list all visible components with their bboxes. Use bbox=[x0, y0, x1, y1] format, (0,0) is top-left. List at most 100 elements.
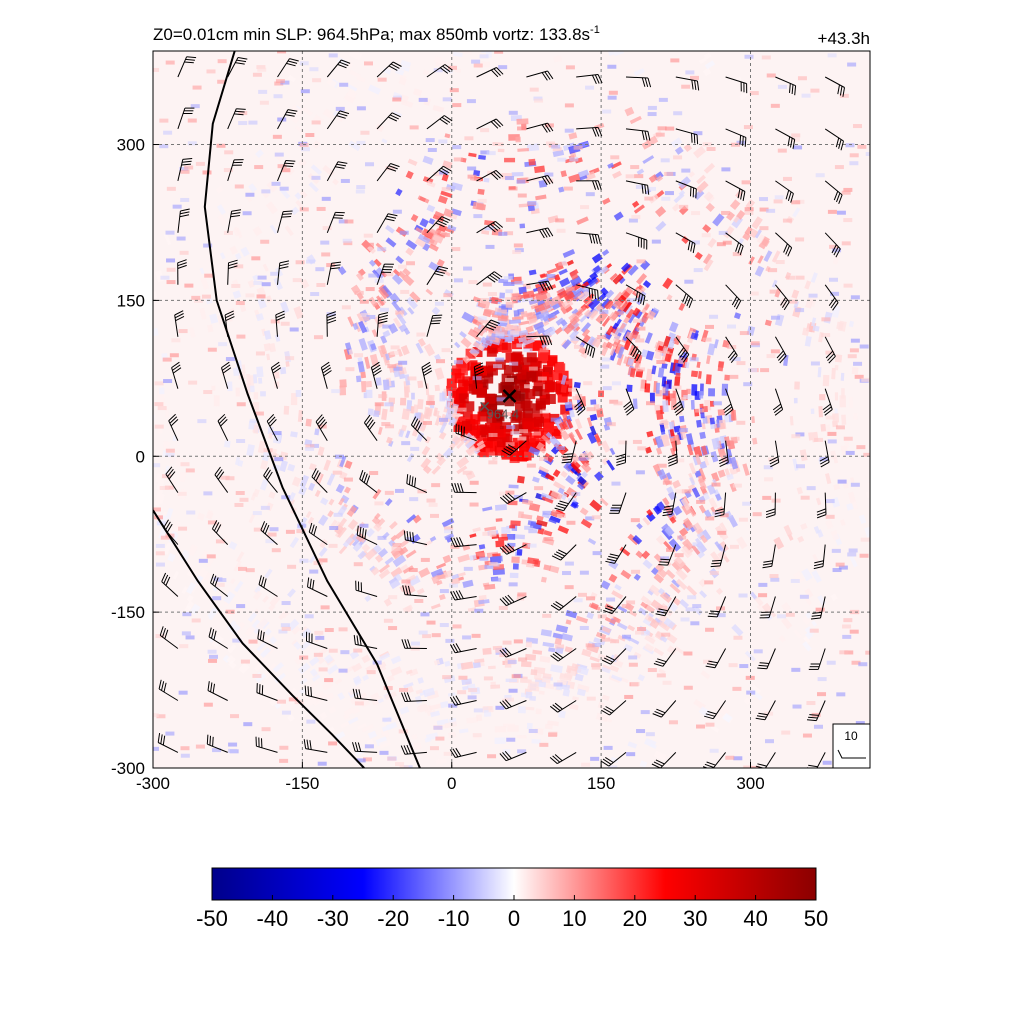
vorticity-cell bbox=[576, 482, 585, 491]
vorticity-cell bbox=[707, 237, 717, 248]
vorticity-cell bbox=[502, 640, 512, 645]
wind-barb-feather bbox=[553, 553, 563, 559]
vorticity-cell bbox=[739, 89, 751, 100]
vorticity-cell bbox=[443, 569, 454, 579]
colorbar-tick-label: 0 bbox=[508, 906, 520, 931]
vorticity-cell bbox=[343, 92, 356, 104]
vorticity-cell bbox=[184, 165, 194, 170]
vorticity-cell bbox=[793, 397, 798, 404]
wind-barb-feather bbox=[377, 320, 388, 324]
vorticity-cell bbox=[358, 337, 368, 351]
vorticity-cell bbox=[417, 489, 427, 494]
vorticity-cell bbox=[596, 407, 604, 418]
vorticity-cell bbox=[636, 326, 646, 331]
vorticity-cell bbox=[255, 313, 264, 322]
wind-barb-feather bbox=[810, 617, 821, 620]
vorticity-cell bbox=[565, 286, 575, 291]
vorticity-cell bbox=[751, 216, 763, 230]
vorticity-cell bbox=[756, 234, 766, 244]
wind-barb bbox=[326, 211, 345, 233]
vorticity-cell bbox=[633, 651, 642, 659]
wind-barb-feather bbox=[555, 551, 565, 557]
vorticity-cell bbox=[746, 690, 756, 695]
vorticity-cell bbox=[405, 247, 414, 256]
vorticity-cell bbox=[432, 105, 445, 113]
wind-barb-feather bbox=[562, 458, 572, 461]
wind-barb bbox=[769, 440, 780, 468]
vorticity-cell bbox=[666, 547, 676, 552]
vorticity-cell bbox=[645, 350, 655, 361]
wind-barb-feather bbox=[225, 313, 235, 319]
wind-barb bbox=[702, 752, 726, 768]
wind-barb-feather bbox=[833, 191, 839, 201]
vorticity-cell bbox=[586, 612, 595, 620]
wind-barb-staff bbox=[421, 367, 428, 389]
vorticity-cell bbox=[757, 255, 764, 264]
vorticity-cell bbox=[402, 604, 413, 613]
wind-barb-staff bbox=[263, 475, 278, 493]
vorticity-cell bbox=[306, 259, 316, 264]
wind-barb-staff bbox=[675, 76, 698, 82]
vorticity-cell bbox=[664, 525, 675, 537]
vorticity-cell bbox=[385, 424, 395, 429]
wind-barb-feather bbox=[605, 655, 615, 661]
vorticity-cell bbox=[360, 313, 370, 318]
vorticity-cell bbox=[202, 170, 212, 175]
wind-barb bbox=[473, 362, 485, 389]
vorticity-cell bbox=[464, 401, 475, 412]
vorticity-cell bbox=[444, 133, 451, 139]
vorticity-cell bbox=[185, 635, 195, 640]
wind-barb-feather bbox=[389, 114, 399, 120]
wind-barb-staff bbox=[275, 314, 278, 337]
wind-barb bbox=[306, 631, 328, 649]
vorticity-cell bbox=[314, 489, 321, 498]
vorticity-cell bbox=[681, 84, 691, 89]
vorticity-cell bbox=[623, 16, 630, 23]
vorticity-cell bbox=[655, 409, 664, 420]
wind-barb-staff bbox=[575, 336, 596, 349]
wind-barb-staff bbox=[208, 636, 228, 649]
wind-barb-feather bbox=[175, 315, 185, 322]
vorticity-cell bbox=[484, 526, 497, 532]
vorticity-cell bbox=[488, 561, 498, 566]
vorticity-cell bbox=[702, 337, 712, 342]
vorticity-cell bbox=[228, 742, 238, 747]
vorticity-cell bbox=[703, 659, 713, 664]
vorticity-cell bbox=[348, 51, 363, 61]
wind-barb-staff bbox=[455, 648, 477, 654]
vorticity-cell bbox=[299, 558, 309, 563]
vorticity-cell bbox=[245, 293, 255, 298]
wind-barb-feather bbox=[439, 118, 448, 125]
wind-barb bbox=[168, 413, 179, 441]
vorticity-cell bbox=[552, 481, 566, 491]
vorticity-cell bbox=[601, 694, 610, 701]
vorticity-cell bbox=[777, 148, 787, 153]
wind-barb-staff bbox=[667, 544, 677, 566]
vorticity-cell bbox=[564, 103, 574, 108]
vorticity-cell bbox=[448, 731, 457, 739]
wind-barb-feather bbox=[667, 456, 678, 461]
vorticity-cell bbox=[495, 705, 505, 710]
vorticity-cell bbox=[520, 678, 529, 683]
vorticity-cell bbox=[611, 481, 621, 486]
wind-barb-feather bbox=[791, 84, 794, 95]
vorticity-cell bbox=[560, 430, 570, 441]
vorticity-cell bbox=[685, 433, 694, 446]
wind-barb-feather bbox=[691, 79, 694, 90]
vorticity-cell bbox=[474, 608, 484, 613]
vorticity-cell bbox=[328, 498, 335, 506]
wind-barb-feather bbox=[271, 361, 280, 369]
wind-barb-feather bbox=[557, 502, 568, 507]
vorticity-cell bbox=[701, 529, 712, 541]
wind-barb-feather bbox=[710, 565, 721, 568]
vorticity-cell bbox=[484, 219, 495, 226]
vorticity-cell bbox=[548, 435, 562, 448]
vorticity-cell bbox=[439, 589, 449, 594]
vorticity-cell bbox=[649, 25, 661, 33]
vorticity-cell bbox=[235, 301, 245, 306]
vorticity-cell bbox=[473, 658, 485, 664]
vorticity-cell bbox=[804, 280, 812, 290]
wind-barb bbox=[499, 750, 527, 762]
vorticity-cell bbox=[399, 564, 409, 573]
vorticity-cell bbox=[299, 655, 309, 660]
